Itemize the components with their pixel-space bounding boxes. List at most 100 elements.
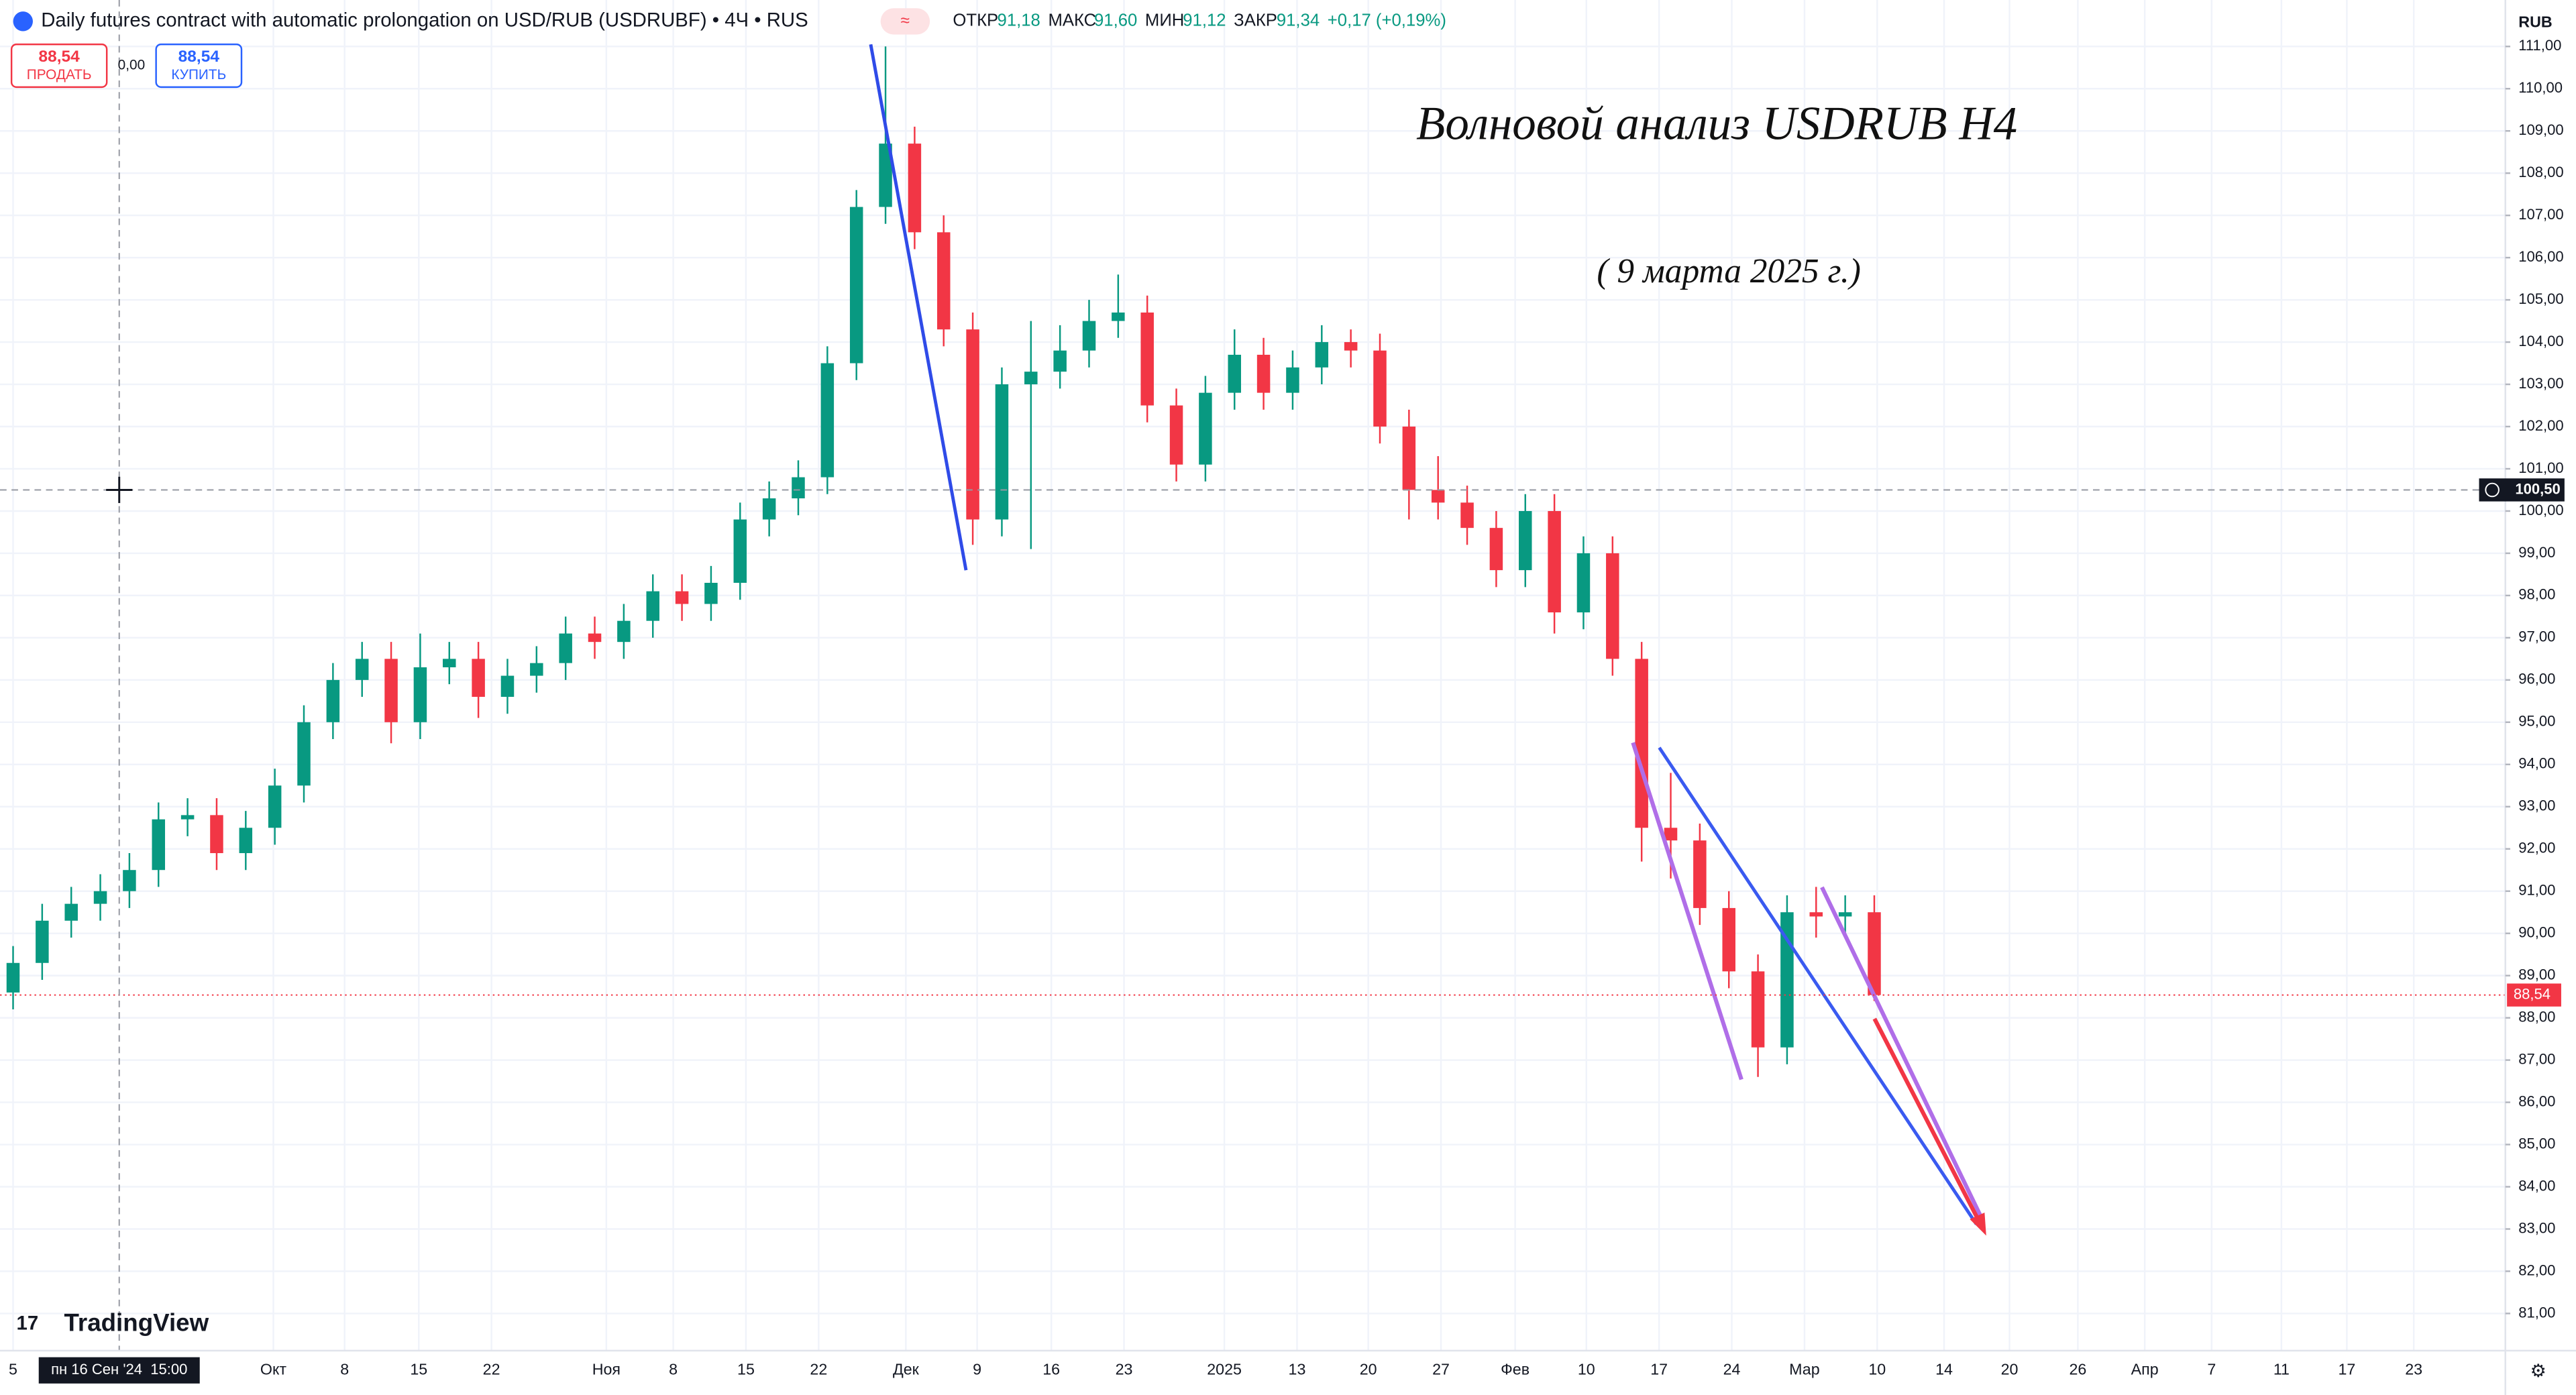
- candle-body: [617, 620, 631, 643]
- candle-body: [1722, 907, 1735, 972]
- y-tick-label: 106,00: [2518, 248, 2563, 265]
- candle-body: [6, 962, 20, 993]
- close-value: 91,34: [1277, 11, 1320, 30]
- candle-body: [1140, 312, 1154, 406]
- trend-line: [1631, 742, 1743, 1080]
- candle-body: [180, 815, 195, 820]
- x-tick-label: 10: [1578, 1360, 1595, 1378]
- x-tick-label: 26: [2069, 1360, 2086, 1378]
- crosshair-price-label: 100,50: [2515, 480, 2560, 497]
- candle-body: [588, 633, 602, 643]
- candle-body: [93, 891, 107, 904]
- y-tick-label: 85,00: [2518, 1135, 2555, 1152]
- x-tick-label: 17: [2338, 1360, 2355, 1378]
- y-tick-label: 95,00: [2518, 713, 2555, 730]
- buy-price: 88,54: [178, 48, 220, 66]
- symbol-icon: [13, 11, 33, 32]
- candle-body: [1431, 490, 1445, 503]
- candle-body: [152, 819, 166, 871]
- trend-line: [1658, 746, 1978, 1225]
- x-tick-label: 13: [1289, 1360, 1306, 1378]
- candle-body: [849, 207, 863, 364]
- x-tick-label: 24: [1723, 1360, 1741, 1378]
- x-tick-label: 9: [973, 1360, 981, 1378]
- arrow-head: [1970, 1213, 1986, 1236]
- candle-body: [326, 679, 340, 722]
- x-tick-label: 15: [410, 1360, 427, 1378]
- last-price-label: 88,54: [2514, 985, 2551, 1002]
- candle-body: [995, 384, 1009, 520]
- x-tick-label: 16: [1042, 1360, 1060, 1378]
- brand: TradingView: [64, 1308, 209, 1336]
- y-tick-label: 94,00: [2518, 755, 2555, 772]
- y-tick-label: 102,00: [2518, 417, 2563, 434]
- candle-body: [1315, 342, 1329, 368]
- sell-button[interactable]: [10, 43, 108, 89]
- x-tick-label: 22: [810, 1360, 827, 1378]
- status-badge: [880, 8, 930, 35]
- grid: [0, 0, 2506, 1351]
- x-tick-label: Фев: [1501, 1360, 1529, 1378]
- x-tick-label: 5: [9, 1360, 17, 1378]
- candle-body: [1606, 553, 1619, 659]
- x-tick-label: Окт: [260, 1360, 287, 1378]
- x-tick-label: 17: [1650, 1360, 1668, 1378]
- candle-body: [792, 477, 805, 499]
- candle-body: [1053, 350, 1067, 372]
- y-tick-label: 103,00: [2518, 375, 2563, 392]
- candle-body: [820, 363, 835, 478]
- candle-body: [530, 663, 543, 676]
- y-tick-label: 97,00: [2518, 628, 2555, 645]
- symbol-title: Daily futures contract with automatic pr…: [41, 9, 808, 32]
- crosshair-date-label: пн 16 Сен '24 15:00: [51, 1361, 187, 1378]
- y-tick-label: 96,00: [2518, 671, 2555, 687]
- y-tick-label: 91,00: [2518, 882, 2555, 899]
- candle-body: [966, 329, 979, 520]
- x-tick-label: Мар: [1789, 1360, 1819, 1378]
- settings-icon[interactable]: ⚙: [2530, 1361, 2546, 1381]
- candle-body: [355, 659, 369, 680]
- close-label: ЗАКР: [1234, 11, 1277, 30]
- logo-mark: 17: [16, 1312, 38, 1334]
- x-tick-label: 22: [483, 1360, 500, 1378]
- drawings: [869, 44, 1986, 1236]
- candle-body: [733, 519, 747, 583]
- candle-body: [268, 785, 282, 828]
- candle-body: [1373, 350, 1387, 427]
- candle-body: [384, 659, 398, 722]
- candle-body: [1169, 405, 1183, 465]
- buy-button[interactable]: [155, 43, 243, 89]
- y-tick-label: 104,00: [2518, 333, 2563, 349]
- y-tick-label: 82,00: [2518, 1262, 2555, 1278]
- spread: 0,00: [118, 57, 146, 72]
- candle-body: [1693, 840, 1707, 908]
- y-tick-label: 101,00: [2518, 459, 2563, 476]
- x-tick-label: 10: [1868, 1360, 1886, 1378]
- x-tick-label: 8: [669, 1360, 678, 1378]
- candle-body: [1548, 510, 1561, 613]
- candle-body: [123, 870, 136, 891]
- candle-body: [297, 722, 311, 786]
- y-tick-label: 109,00: [2518, 121, 2563, 138]
- candle-body: [1635, 659, 1648, 828]
- candle-body: [413, 667, 427, 722]
- candle-body: [1576, 553, 1591, 613]
- x-tick-label: 23: [1116, 1360, 1133, 1378]
- overlay: [0, 0, 2506, 1351]
- y-tick-label: 110,00: [2518, 79, 2563, 96]
- high-value: 91,60: [1094, 11, 1137, 30]
- candle-body: [1838, 912, 1852, 917]
- candle-body: [472, 659, 485, 698]
- low-value: 91,12: [1183, 11, 1226, 30]
- x-tick-label: 14: [1935, 1360, 1953, 1378]
- candle-body: [239, 828, 253, 854]
- y-tick-label: 111,00: [2518, 37, 2561, 54]
- candle-body: [443, 659, 456, 667]
- y-tick-label: 84,00: [2518, 1177, 2555, 1194]
- open-value: 91,18: [998, 11, 1040, 30]
- x-tick-label: 7: [2207, 1360, 2216, 1378]
- candle-body: [879, 144, 892, 207]
- candle-body: [1256, 354, 1271, 393]
